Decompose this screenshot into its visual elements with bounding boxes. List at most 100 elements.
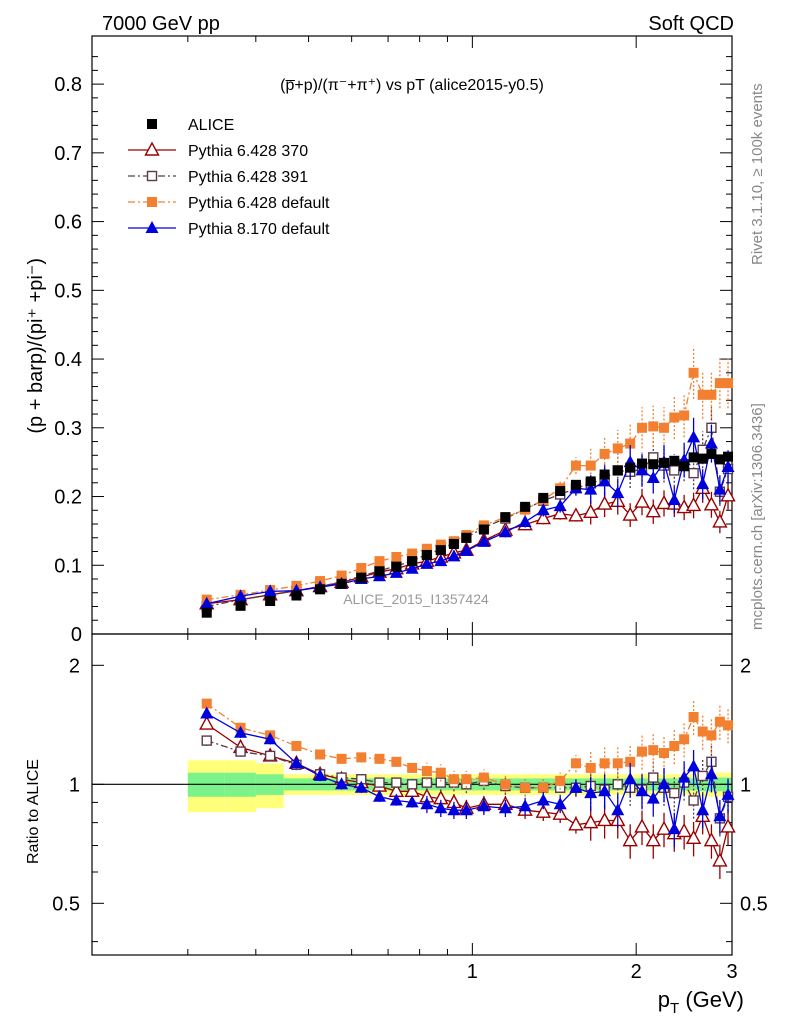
data-point-alice <box>421 549 432 560</box>
data-point <box>596 495 613 510</box>
y-tick-label: 0.4 <box>54 349 82 371</box>
data-point <box>667 492 681 505</box>
ratio-data-point <box>622 832 638 847</box>
series-line <box>206 435 729 605</box>
data-point <box>374 556 385 567</box>
ratio-data-point <box>598 784 612 797</box>
data-point <box>536 503 550 516</box>
ratio-data-point <box>637 746 648 757</box>
legend-marker <box>144 141 160 156</box>
data-point <box>200 596 214 609</box>
ratio-data-point <box>555 775 566 786</box>
x-tick-label: 2 <box>631 961 642 983</box>
data-point-alice <box>538 492 549 503</box>
data-point <box>648 421 659 432</box>
data-point-alice <box>714 454 725 465</box>
ratio-data-point <box>706 730 717 741</box>
ratio-data-point <box>448 774 459 785</box>
analysis-watermark: ALICE_2015_I1357424 <box>343 591 489 607</box>
series-line <box>206 370 729 601</box>
data-point-alice <box>697 453 708 464</box>
data-point-alice <box>637 458 648 469</box>
ratio-data-point <box>612 758 623 769</box>
main-panel: 0 0.1 0.2 0.3 0.4 0.5 0.6 0.7 0.8 <box>54 35 736 955</box>
ratio-data-point <box>421 766 432 777</box>
data-point <box>553 499 567 512</box>
data-point-alice <box>706 448 717 459</box>
data-point <box>685 496 702 512</box>
data-point-alice <box>374 566 385 577</box>
ratio-data-point <box>405 795 419 808</box>
data-point <box>570 460 581 471</box>
data-point <box>659 422 670 433</box>
ratio-data-point <box>199 715 215 730</box>
data-point <box>356 563 367 574</box>
rivet-label: Rivet 3.1.10, ≥ 100k events <box>749 83 766 265</box>
ratio-data-point <box>596 812 613 827</box>
series-line <box>206 425 729 608</box>
ratio-data-point <box>535 803 551 818</box>
ratio-data-point <box>391 777 402 788</box>
data-point <box>459 543 473 556</box>
ratio-data-point <box>648 745 659 756</box>
data-point-alice <box>315 584 326 595</box>
ratio-data-point <box>264 750 276 762</box>
data-point-alice <box>336 578 347 589</box>
data-point-alice <box>291 590 302 601</box>
data-point-alice <box>555 486 566 497</box>
data-point <box>611 486 625 499</box>
ratio-data-point <box>687 759 701 772</box>
data-point <box>447 549 461 562</box>
legend-marker <box>146 170 158 182</box>
ratio-data-point <box>313 768 327 781</box>
ratio-data-point <box>688 711 699 722</box>
data-point-alice <box>659 457 670 468</box>
data-point <box>568 507 584 522</box>
data-point <box>696 477 710 490</box>
ratio-data-point <box>667 822 681 835</box>
data-point <box>583 503 599 519</box>
ratio-data-point <box>703 832 720 847</box>
data-point <box>697 444 708 455</box>
data-point-alice <box>585 476 596 487</box>
ratio-data-point <box>356 752 367 763</box>
data-point <box>535 510 551 525</box>
ratio-data-point <box>461 774 472 785</box>
data-point <box>712 513 728 528</box>
ratio-data-point <box>200 706 214 719</box>
data-point <box>687 430 701 443</box>
data-point-alice <box>669 455 680 466</box>
data-point <box>697 389 708 400</box>
ratio-data-point <box>713 809 727 822</box>
ratio-data-point <box>704 767 718 780</box>
ratio-data-point <box>721 787 735 800</box>
y-tick-label: 0 <box>71 624 82 646</box>
ratio-data-point <box>201 698 212 709</box>
legend-label: Pythia 6.428 391 <box>188 169 308 186</box>
ratio-data-point <box>553 797 567 810</box>
y-tick-label: 0.3 <box>54 418 82 440</box>
ratio-data-point <box>648 772 659 783</box>
ratio-data-point <box>372 789 386 802</box>
data-point <box>434 554 448 567</box>
legend-label: Pythia 6.428 default <box>188 195 330 212</box>
ratio-data-point <box>656 820 672 835</box>
ratio-data-point <box>584 786 598 799</box>
data-point-alice <box>688 452 699 463</box>
ratio-data-point <box>569 780 583 793</box>
ratio-data-point <box>336 753 347 764</box>
ratio-data-point <box>374 753 385 764</box>
legend-marker <box>145 221 159 233</box>
y-tick-label: 0.6 <box>54 212 82 234</box>
ratio-data-point <box>659 748 670 759</box>
data-point <box>625 438 636 449</box>
ratio-data-point <box>669 740 680 751</box>
data-point-alice <box>235 600 246 611</box>
data-point-alice <box>448 538 459 549</box>
data-point <box>598 474 612 487</box>
data-point <box>634 493 650 508</box>
data-point <box>714 378 725 389</box>
ratio-data-point <box>714 716 725 727</box>
legend-label: Pythia 8.170 default <box>188 221 330 238</box>
header-left: 7000 GeV pp <box>102 13 220 35</box>
